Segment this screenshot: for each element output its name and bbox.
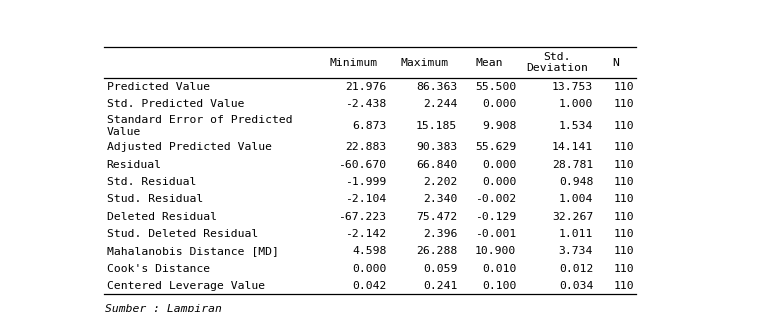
Text: Mahalanobis Distance [MD]: Mahalanobis Distance [MD] (106, 246, 279, 256)
Text: 0.012: 0.012 (559, 264, 593, 274)
Text: 2.396: 2.396 (423, 229, 457, 239)
Text: -2.438: -2.438 (345, 99, 386, 109)
Text: 0.100: 0.100 (482, 281, 516, 291)
Text: 0.000: 0.000 (482, 177, 516, 187)
Text: 0.000: 0.000 (352, 264, 386, 274)
Text: 32.267: 32.267 (552, 212, 593, 222)
Text: 110: 110 (613, 99, 634, 109)
Text: Sumber : Lampiran: Sumber : Lampiran (106, 304, 222, 312)
Text: 1.000: 1.000 (559, 99, 593, 109)
Text: 4.598: 4.598 (352, 246, 386, 256)
Text: 2.202: 2.202 (423, 177, 457, 187)
Text: 110: 110 (613, 177, 634, 187)
Text: 55.500: 55.500 (475, 82, 516, 92)
Text: 86.363: 86.363 (416, 82, 457, 92)
Text: 6.873: 6.873 (352, 121, 386, 131)
Text: 21.976: 21.976 (345, 82, 386, 92)
Text: Residual: Residual (106, 160, 161, 170)
Text: 26.288: 26.288 (416, 246, 457, 256)
Text: Mean: Mean (476, 58, 503, 68)
Text: -0.002: -0.002 (475, 194, 516, 204)
Text: 0.042: 0.042 (352, 281, 386, 291)
Text: 1.534: 1.534 (559, 121, 593, 131)
Text: 110: 110 (613, 160, 634, 170)
Text: Predicted Value: Predicted Value (106, 82, 210, 92)
Text: -1.999: -1.999 (345, 177, 386, 187)
Text: 3.734: 3.734 (559, 246, 593, 256)
Text: 110: 110 (613, 143, 634, 153)
Text: Stud. Residual: Stud. Residual (106, 194, 203, 204)
Text: -0.129: -0.129 (475, 212, 516, 222)
Text: 9.908: 9.908 (482, 121, 516, 131)
Text: 2.340: 2.340 (423, 194, 457, 204)
Text: 0.010: 0.010 (482, 264, 516, 274)
Text: 0.034: 0.034 (559, 281, 593, 291)
Text: Cook's Distance: Cook's Distance (106, 264, 210, 274)
Text: -67.223: -67.223 (338, 212, 386, 222)
Text: N: N (612, 58, 619, 68)
Text: 90.383: 90.383 (416, 143, 457, 153)
Text: 110: 110 (613, 121, 634, 131)
Text: 2.244: 2.244 (423, 99, 457, 109)
Text: 0.948: 0.948 (559, 177, 593, 187)
Text: Std. Predicted Value: Std. Predicted Value (106, 99, 244, 109)
Text: 0.000: 0.000 (482, 160, 516, 170)
Text: Std. Residual: Std. Residual (106, 177, 196, 187)
Text: 66.840: 66.840 (416, 160, 457, 170)
Text: Stud. Deleted Residual: Stud. Deleted Residual (106, 229, 258, 239)
Text: 0.059: 0.059 (423, 264, 457, 274)
Text: Maximum: Maximum (400, 58, 449, 68)
Text: Minimum: Minimum (329, 58, 377, 68)
Text: 1.011: 1.011 (559, 229, 593, 239)
Text: 1.004: 1.004 (559, 194, 593, 204)
Text: -2.142: -2.142 (345, 229, 386, 239)
Text: 110: 110 (613, 264, 634, 274)
Text: 75.472: 75.472 (416, 212, 457, 222)
Text: -60.670: -60.670 (338, 160, 386, 170)
Text: -0.001: -0.001 (475, 229, 516, 239)
Text: 110: 110 (613, 246, 634, 256)
Text: 110: 110 (613, 229, 634, 239)
Text: 28.781: 28.781 (552, 160, 593, 170)
Text: 0.241: 0.241 (423, 281, 457, 291)
Text: -2.104: -2.104 (345, 194, 386, 204)
Text: Std.
Deviation: Std. Deviation (526, 52, 588, 73)
Text: 110: 110 (613, 82, 634, 92)
Text: 14.141: 14.141 (552, 143, 593, 153)
Text: Adjusted Predicted Value: Adjusted Predicted Value (106, 143, 272, 153)
Text: 110: 110 (613, 212, 634, 222)
Text: Centered Leverage Value: Centered Leverage Value (106, 281, 265, 291)
Text: Standard Error of Predicted
Value: Standard Error of Predicted Value (106, 115, 293, 137)
Text: 22.883: 22.883 (345, 143, 386, 153)
Text: 0.000: 0.000 (482, 99, 516, 109)
Text: 110: 110 (613, 281, 634, 291)
Text: Deleted Residual: Deleted Residual (106, 212, 217, 222)
Text: 13.753: 13.753 (552, 82, 593, 92)
Text: 15.185: 15.185 (416, 121, 457, 131)
Text: 55.629: 55.629 (475, 143, 516, 153)
Text: 10.900: 10.900 (475, 246, 516, 256)
Text: 110: 110 (613, 194, 634, 204)
